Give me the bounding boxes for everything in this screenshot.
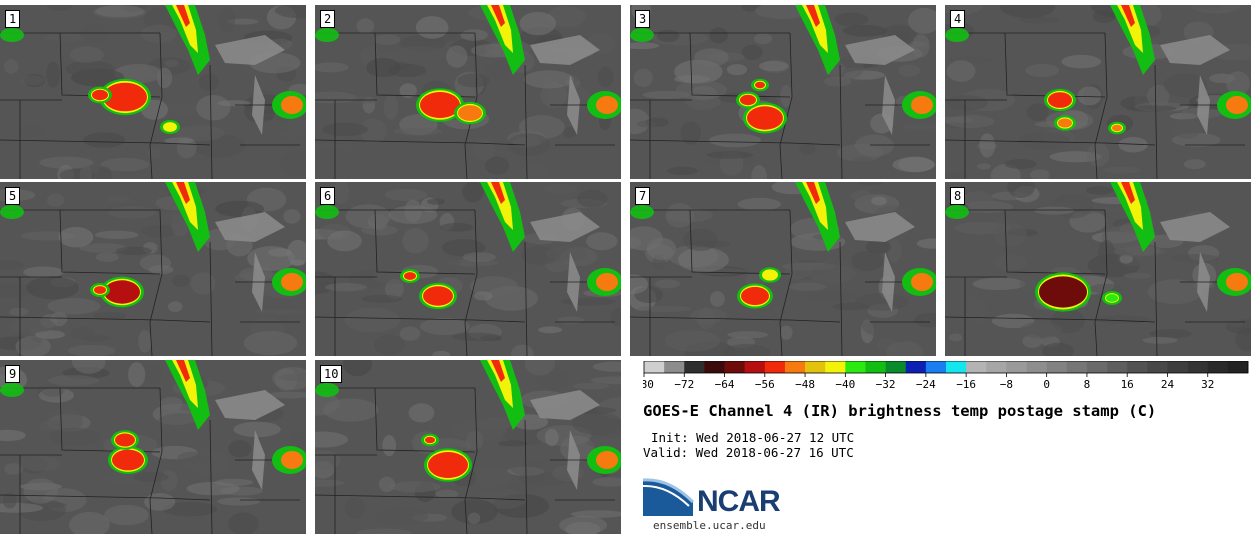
colorbar-tick-label: −48: [795, 378, 815, 391]
postage-stamp-panel: 7: [630, 182, 936, 356]
colorbar-bin: [644, 361, 665, 373]
init-time: Init: Wed 2018-06-27 12 UTC: [651, 430, 855, 445]
ncar-logo-text: NCAR: [697, 485, 781, 518]
valid-time: Valid: Wed 2018-06-27 16 UTC: [643, 445, 854, 460]
postage-stamp-panel: 1: [0, 5, 306, 179]
colorbar-tick-label: 0: [1043, 378, 1050, 391]
colorbar-bin: [905, 361, 927, 373]
colorbar-tick-label: −40: [835, 378, 855, 391]
colorbar-tick-label: −64: [715, 378, 735, 391]
colorbar-tick-label: 24: [1161, 378, 1175, 391]
panel-number-label: 10: [320, 365, 343, 383]
postage-stamp-panel: 4: [945, 5, 1251, 179]
colorbar-tick-label: 16: [1121, 378, 1134, 391]
postage-stamp-panel: 5: [0, 182, 306, 356]
satellite-ir-image: [315, 5, 621, 179]
postage-stamp-panel: 9: [0, 360, 306, 534]
colorbar-bin: [1147, 361, 1168, 373]
colorbar-bin: [764, 361, 786, 373]
panel-number-label: 8: [950, 187, 966, 205]
satellite-ir-image: [945, 5, 1251, 179]
postage-stamp-panel: 3: [630, 5, 936, 179]
colorbar-tick-label: 8: [1084, 378, 1091, 391]
panel-number-label: 5: [5, 187, 21, 205]
satellite-ir-image: [0, 360, 306, 534]
colorbar-bin: [966, 361, 987, 373]
colorbar-bin: [704, 361, 725, 373]
chart-title: GOES-E Channel 4 (IR) brightness temp po…: [643, 402, 1157, 420]
satellite-ir-image: [315, 182, 621, 356]
colorbar-bin: [885, 361, 907, 373]
panel-number-label: 9: [5, 365, 21, 383]
colorbar-bin: [1006, 361, 1027, 373]
colorbar-tick-label: 32: [1201, 378, 1214, 391]
colorbar-bin: [865, 361, 886, 373]
panel-number-label: 7: [635, 187, 651, 205]
colorbar-bin: [1227, 361, 1249, 373]
colorbar-bin: [805, 361, 826, 373]
satellite-ir-image: [0, 5, 306, 179]
colorbar-bin: [845, 361, 866, 373]
panel-number-label: 6: [320, 187, 336, 205]
postage-stamp-panel: 10: [315, 360, 621, 534]
colorbar-tick-label: −16: [956, 378, 976, 391]
colorbar-bin: [1026, 361, 1047, 373]
panel-number-label: 4: [950, 10, 966, 28]
colorbar-bin: [825, 361, 846, 373]
colorbar-tick-label: −8: [1000, 378, 1013, 391]
colorbar-bin: [744, 361, 766, 373]
postage-stamp-panel: 2: [315, 5, 621, 179]
postage-stamp-panel: 6: [315, 182, 621, 356]
colorbar-bin: [1187, 361, 1209, 373]
colorbar-bin: [1207, 361, 1229, 373]
colorbar-bin: [1107, 361, 1128, 373]
panel-number-label: 2: [320, 10, 336, 28]
colorbar-bin: [1066, 361, 1088, 373]
colorbar-bin: [925, 361, 947, 373]
satellite-ir-image: [945, 182, 1251, 356]
site-url: ensemble.ucar.edu: [653, 519, 766, 532]
colorbar-bin: [664, 361, 685, 373]
colorbar-bin: [1167, 361, 1188, 373]
colorbar-bin: [684, 361, 705, 373]
satellite-ir-image: [315, 360, 621, 534]
postage-stamp-panel: 8: [945, 182, 1251, 356]
colorbar-tick-label: −24: [916, 378, 936, 391]
colorbar-bin: [946, 361, 967, 373]
colorbar-bin: [784, 361, 806, 373]
colorbar-bin: [1127, 361, 1148, 373]
colorbar-tick-label: −56: [755, 378, 775, 391]
colorbar-tick-label: −32: [876, 378, 896, 391]
satellite-ir-image: [0, 182, 306, 356]
colorbar-bin: [724, 361, 745, 373]
colorbar-bin: [1046, 361, 1068, 373]
colorbar-tick-label: −80: [643, 378, 654, 391]
satellite-ir-image: [630, 5, 936, 179]
satellite-ir-image: [630, 182, 936, 356]
colorbar-frame: [643, 361, 1249, 374]
panel-number-label: 1: [5, 10, 21, 28]
ncar-logo-icon: [643, 478, 695, 516]
panel-number-label: 3: [635, 10, 651, 28]
colorbar-tick-label: −72: [674, 378, 694, 391]
colorbar-bin: [1086, 361, 1108, 373]
colorbar-bin: [986, 361, 1007, 373]
